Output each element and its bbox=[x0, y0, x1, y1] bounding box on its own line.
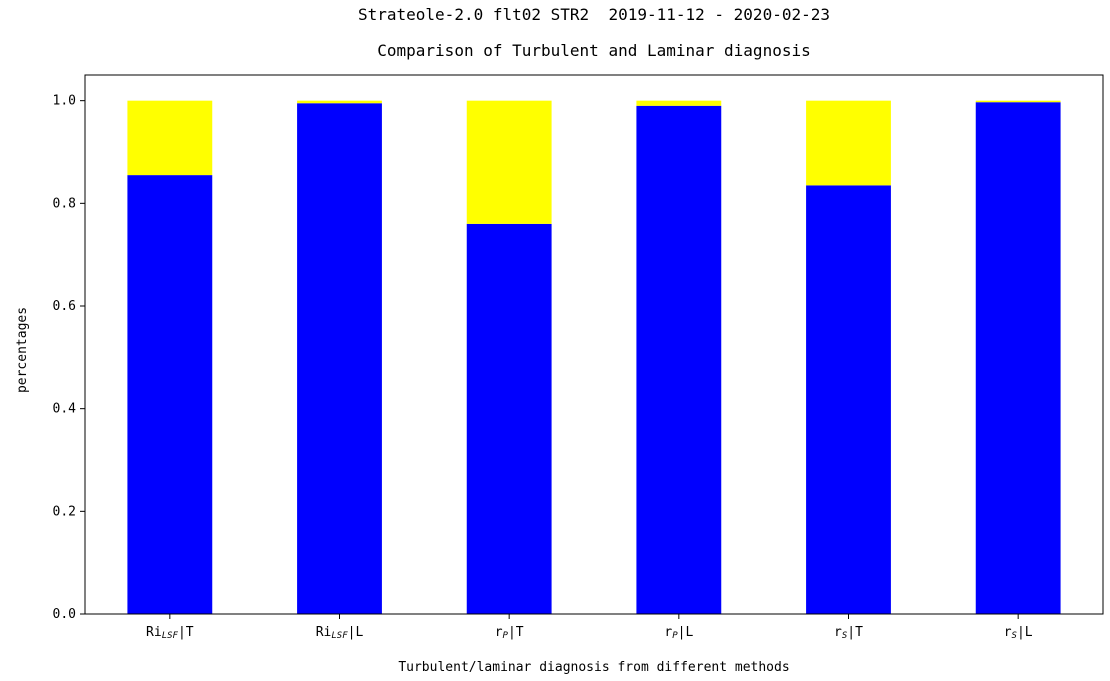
x-tick-label: rP|L bbox=[664, 625, 693, 641]
y-tick-label: 0.8 bbox=[53, 196, 76, 211]
bar-segment bbox=[127, 175, 213, 614]
y-tick-label: 0.0 bbox=[53, 607, 76, 622]
category-sub: P bbox=[503, 631, 509, 641]
category-main: r bbox=[664, 625, 672, 640]
x-tick-label: RiLSF|L bbox=[316, 625, 364, 641]
category-tail: |L bbox=[348, 625, 364, 640]
category-main: Ri bbox=[146, 625, 162, 640]
category-sub: LSF bbox=[162, 631, 179, 641]
chart-subtitle: Comparison of Turbulent and Laminar diag… bbox=[377, 41, 810, 60]
x-tick-label: rS|L bbox=[1004, 625, 1033, 641]
bar-segment bbox=[466, 223, 552, 614]
category-main: Ri bbox=[316, 625, 332, 640]
category-tail: |L bbox=[678, 625, 694, 640]
y-tick-label: 0.2 bbox=[53, 504, 76, 519]
bar-segment bbox=[297, 103, 382, 614]
bar-segment bbox=[297, 100, 382, 104]
category-main: r bbox=[834, 625, 842, 640]
category-tail: |T bbox=[178, 625, 194, 640]
y-axis-label: percentages bbox=[15, 307, 30, 393]
bar-segment bbox=[806, 100, 891, 186]
bar-segment bbox=[636, 100, 722, 106]
category-tail: |L bbox=[1017, 625, 1033, 640]
plot-frame bbox=[84, 74, 1104, 615]
category-sub: LSF bbox=[331, 631, 348, 641]
category-tail: |T bbox=[508, 625, 524, 640]
y-tick-label: 0.4 bbox=[53, 402, 77, 417]
bar-segment bbox=[806, 185, 891, 614]
y-tick-label: 0.6 bbox=[53, 299, 76, 314]
category-main: r bbox=[495, 625, 503, 640]
chart-title: Strateole-2.0 flt02 STR2 2019-11-12 - 20… bbox=[358, 5, 830, 24]
bar-segment bbox=[975, 102, 1061, 614]
x-tick-label: rP|T bbox=[495, 625, 524, 641]
bar-segment bbox=[466, 100, 552, 224]
x-axis-label: Turbulent/laminar diagnosis from differe… bbox=[398, 660, 789, 675]
category-sub: S bbox=[1012, 631, 1018, 641]
category-main: r bbox=[1004, 625, 1012, 640]
x-tick-label: RiLSF|T bbox=[146, 625, 194, 641]
bar-segment bbox=[636, 105, 722, 615]
y-tick-label: 1.0 bbox=[53, 94, 76, 109]
bar-segment bbox=[975, 100, 1061, 103]
x-tick-label: rS|T bbox=[834, 625, 863, 641]
category-sub: P bbox=[672, 631, 678, 641]
category-tail: |T bbox=[847, 625, 863, 640]
bar-segment bbox=[127, 100, 213, 176]
category-sub: S bbox=[842, 631, 848, 641]
